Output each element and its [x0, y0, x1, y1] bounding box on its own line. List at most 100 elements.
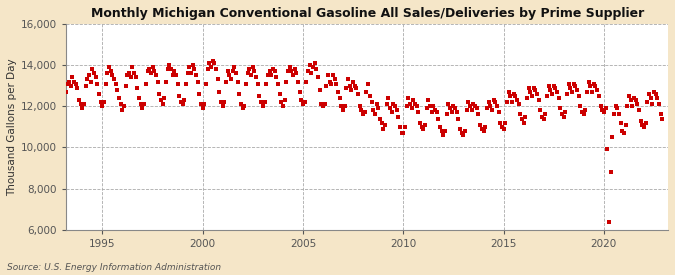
Point [643, 92, 654, 96]
Point [316, 102, 327, 106]
Point [277, 104, 288, 108]
Point [565, 86, 576, 90]
Point [130, 75, 141, 80]
Point [618, 131, 629, 135]
Point [321, 83, 332, 88]
Point [607, 135, 618, 139]
Point [144, 67, 155, 72]
Point [104, 65, 115, 69]
Point [458, 133, 469, 137]
Point [568, 81, 579, 86]
Point [615, 120, 626, 125]
Point [468, 102, 479, 106]
Point [657, 116, 668, 121]
Point [490, 100, 501, 104]
Point [63, 79, 74, 84]
Point [225, 77, 236, 82]
Point [381, 102, 392, 106]
Point [420, 123, 431, 127]
Point [246, 73, 256, 78]
Point [209, 61, 220, 65]
Point [182, 71, 193, 76]
Point [510, 94, 520, 98]
Point [338, 108, 348, 112]
Point [196, 102, 207, 106]
Point [576, 110, 587, 115]
Point [427, 110, 437, 115]
Point [515, 112, 526, 117]
Point [385, 106, 396, 111]
Point [172, 81, 183, 86]
Point [95, 100, 106, 104]
Point [620, 123, 631, 127]
Point [326, 81, 337, 86]
Point [655, 112, 666, 117]
Point [416, 125, 427, 129]
Point [84, 73, 95, 78]
Point [151, 73, 161, 78]
Point [139, 102, 150, 106]
Point [378, 127, 389, 131]
Point [306, 71, 317, 76]
Point [341, 86, 352, 90]
Point [311, 67, 322, 72]
Point [179, 98, 190, 102]
Point [271, 75, 281, 80]
Point [545, 87, 556, 92]
Point [113, 96, 124, 100]
Point [500, 120, 510, 125]
Point [126, 75, 136, 80]
Point [213, 77, 223, 82]
Point [85, 79, 96, 84]
Point [480, 125, 491, 129]
Point [567, 90, 578, 94]
Point [403, 96, 414, 100]
Point [229, 65, 240, 69]
Point [281, 79, 292, 84]
Point [318, 104, 329, 108]
Point [448, 104, 459, 108]
Point [323, 73, 333, 78]
Point [529, 86, 539, 90]
Point [603, 219, 614, 224]
Point [593, 94, 604, 98]
Point [446, 110, 457, 115]
Point [558, 114, 569, 119]
Point [502, 100, 512, 104]
Point [346, 87, 357, 92]
Point [257, 104, 268, 108]
Point [267, 67, 278, 72]
Point [234, 92, 245, 96]
Point [78, 102, 89, 106]
Point [491, 104, 502, 108]
Point [101, 81, 111, 86]
Point [70, 81, 81, 86]
Point [227, 69, 238, 73]
Point [137, 106, 148, 111]
Point [353, 92, 364, 96]
Point [443, 102, 454, 106]
Point [331, 81, 342, 86]
Point [589, 81, 599, 86]
Point [537, 114, 547, 119]
Point [115, 102, 126, 106]
Point [302, 69, 313, 73]
Point [94, 92, 105, 96]
Point [204, 61, 215, 65]
Point [77, 106, 88, 111]
Point [414, 120, 425, 125]
Point [142, 69, 153, 73]
Point [124, 71, 134, 76]
Point [147, 65, 158, 69]
Point [145, 71, 156, 76]
Point [136, 102, 146, 106]
Point [379, 123, 390, 127]
Point [493, 110, 504, 115]
Point [401, 104, 412, 108]
Point [375, 116, 385, 121]
Point [59, 112, 70, 117]
Point [452, 110, 462, 115]
Point [162, 67, 173, 72]
Point [291, 71, 302, 76]
Point [505, 94, 516, 98]
